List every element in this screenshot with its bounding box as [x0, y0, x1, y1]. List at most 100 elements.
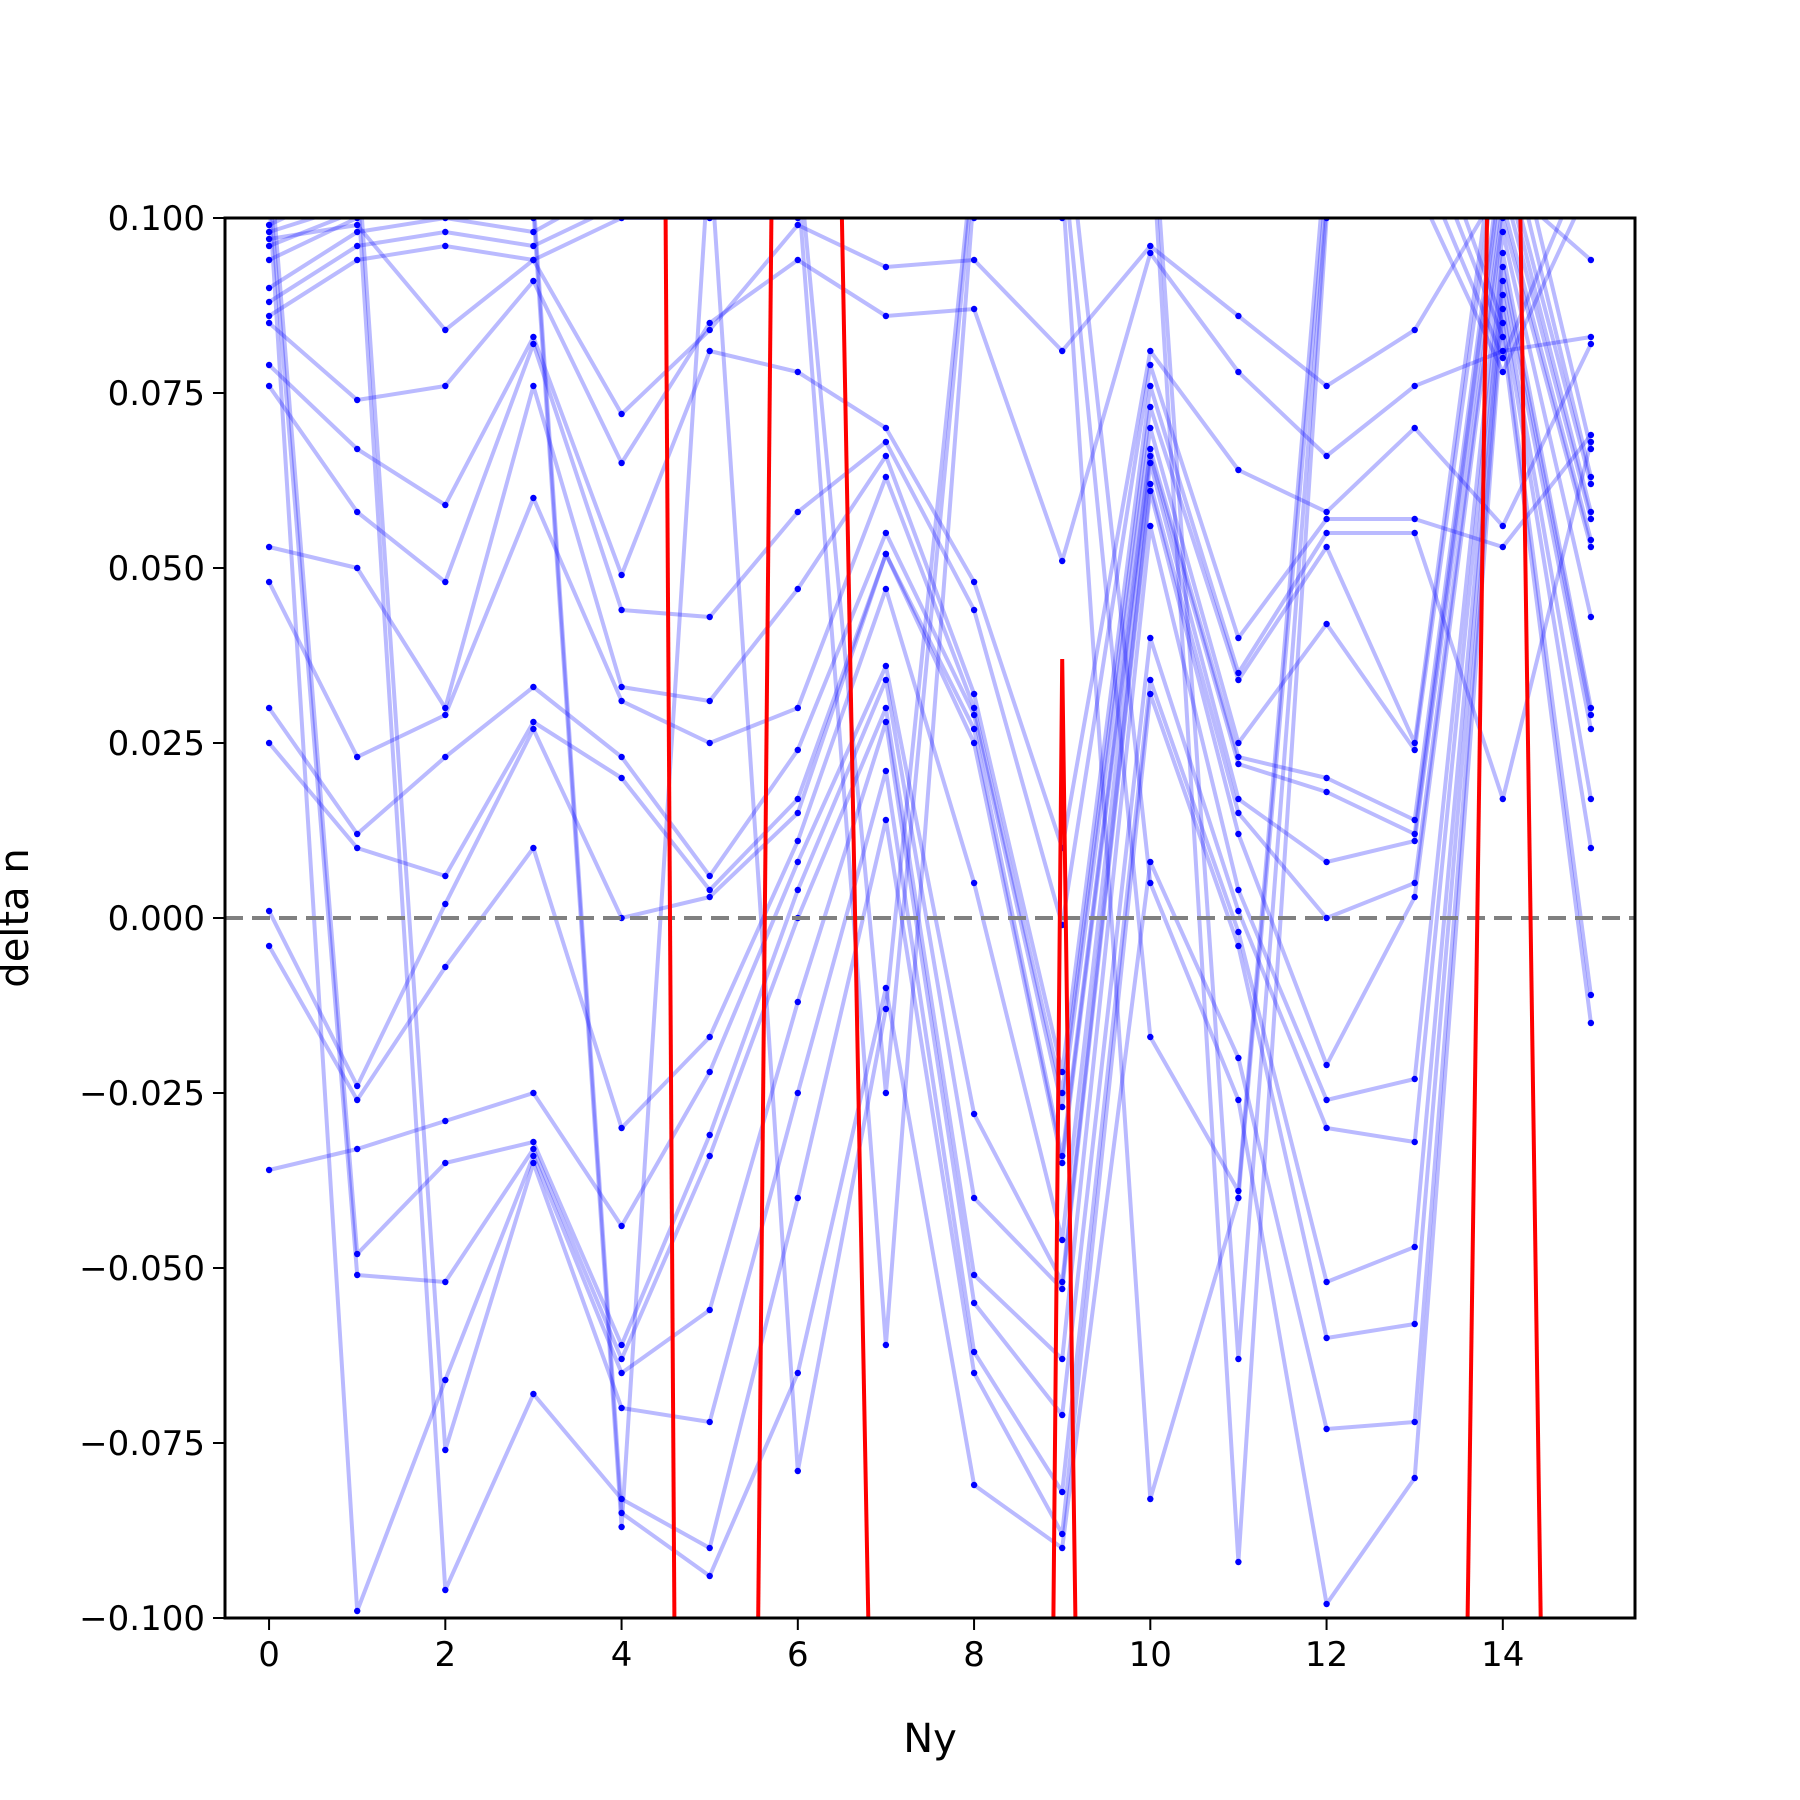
series-point	[1412, 75, 1418, 81]
series-point	[971, 145, 977, 151]
series-point	[1499, 319, 1507, 327]
series-point	[1323, 145, 1329, 151]
series-line-16	[268, 218, 1593, 1578]
series-point	[442, 1376, 449, 1384]
series-point	[1411, 515, 1418, 523]
series-point	[1411, 830, 1418, 838]
series-point	[883, 145, 889, 151]
series-point	[1235, 739, 1242, 747]
highlight-line-0	[663, 218, 677, 1618]
series-point	[794, 1089, 801, 1097]
series-point	[882, 767, 890, 775]
series-point	[618, 1523, 625, 1531]
series-point	[1323, 1278, 1330, 1286]
x-tick-label: 10	[1129, 1635, 1172, 1675]
series-point	[706, 697, 713, 705]
series-point	[971, 187, 977, 193]
series-point	[1411, 1138, 1418, 1146]
series-point	[1323, 452, 1330, 460]
series-point	[265, 242, 273, 250]
series-point	[1499, 263, 1507, 271]
series-point	[1587, 480, 1595, 488]
series-line-7	[267, 218, 1593, 1158]
series-point	[706, 893, 713, 901]
series-point	[530, 242, 537, 250]
series-point	[794, 837, 801, 845]
series-point	[1587, 543, 1595, 551]
series-point	[1235, 368, 1242, 376]
series-point	[1235, 1096, 1242, 1104]
series-point	[1323, 382, 1330, 390]
series-line-11	[272, 218, 1593, 1347]
series-point	[354, 180, 360, 186]
series-point	[1147, 249, 1154, 257]
series-point	[1587, 340, 1595, 348]
series-point	[618, 145, 624, 151]
series-point	[706, 613, 713, 621]
series-point	[970, 879, 978, 887]
series-point	[265, 361, 273, 369]
series-point	[530, 256, 537, 264]
series-line-14	[359, 218, 1593, 1494]
series-point	[1235, 1187, 1242, 1195]
series-point	[618, 697, 625, 705]
series-point	[706, 872, 713, 880]
series-point	[1235, 1558, 1242, 1566]
series-point	[442, 1586, 449, 1594]
series-point	[618, 180, 624, 186]
series-point	[1147, 879, 1154, 887]
series-point	[354, 145, 360, 151]
series-point	[1235, 669, 1242, 677]
series-point	[1411, 326, 1418, 334]
series-point	[1147, 487, 1154, 495]
series-point	[1411, 816, 1418, 824]
series-point	[971, 159, 977, 165]
series-point	[1587, 256, 1595, 264]
series-point	[1235, 809, 1242, 817]
y-tick-label: 0.000	[108, 899, 205, 939]
series-line-13	[268, 218, 1593, 1613]
series-point	[354, 228, 361, 236]
series-line-19	[268, 218, 1593, 1501]
x-axis: 0 2 4 6 8 10 12 14	[258, 1618, 1524, 1675]
series-point	[882, 550, 890, 558]
series-point	[794, 368, 801, 376]
series-point	[1235, 466, 1242, 474]
series-point	[794, 508, 801, 516]
series-point	[794, 1194, 801, 1202]
series-point	[1235, 886, 1242, 894]
series-point	[706, 1068, 713, 1076]
series-point	[1059, 1530, 1066, 1538]
series-point	[706, 1152, 713, 1160]
series-point	[442, 501, 449, 509]
series-point	[618, 1404, 625, 1412]
series-point	[1412, 110, 1418, 116]
series-point	[1323, 180, 1329, 186]
series-point	[1323, 1124, 1330, 1132]
series-point	[1411, 893, 1418, 901]
series-point	[530, 1159, 537, 1167]
series-point	[530, 277, 537, 285]
series-point	[530, 1152, 537, 1160]
series-point	[1500, 180, 1506, 186]
series-point	[1323, 858, 1330, 866]
series-point	[795, 145, 801, 151]
x-tick-label: 8	[963, 1635, 985, 1675]
series-point	[1323, 1334, 1330, 1342]
series-point	[442, 180, 448, 186]
series-point	[1499, 543, 1507, 551]
series-point	[618, 606, 625, 614]
series-point	[794, 1369, 801, 1377]
series-point	[354, 242, 361, 250]
series-line-10	[268, 218, 1593, 1284]
series-point	[1499, 333, 1507, 341]
series-point	[795, 180, 801, 186]
series-point	[1235, 312, 1242, 320]
series-point	[882, 312, 890, 320]
series-point	[618, 1355, 625, 1363]
x-tick-label: 14	[1481, 1635, 1524, 1675]
series-point	[970, 256, 978, 264]
series-point	[530, 333, 537, 341]
series-layer	[265, 75, 1595, 1615]
series-point	[970, 1194, 978, 1202]
